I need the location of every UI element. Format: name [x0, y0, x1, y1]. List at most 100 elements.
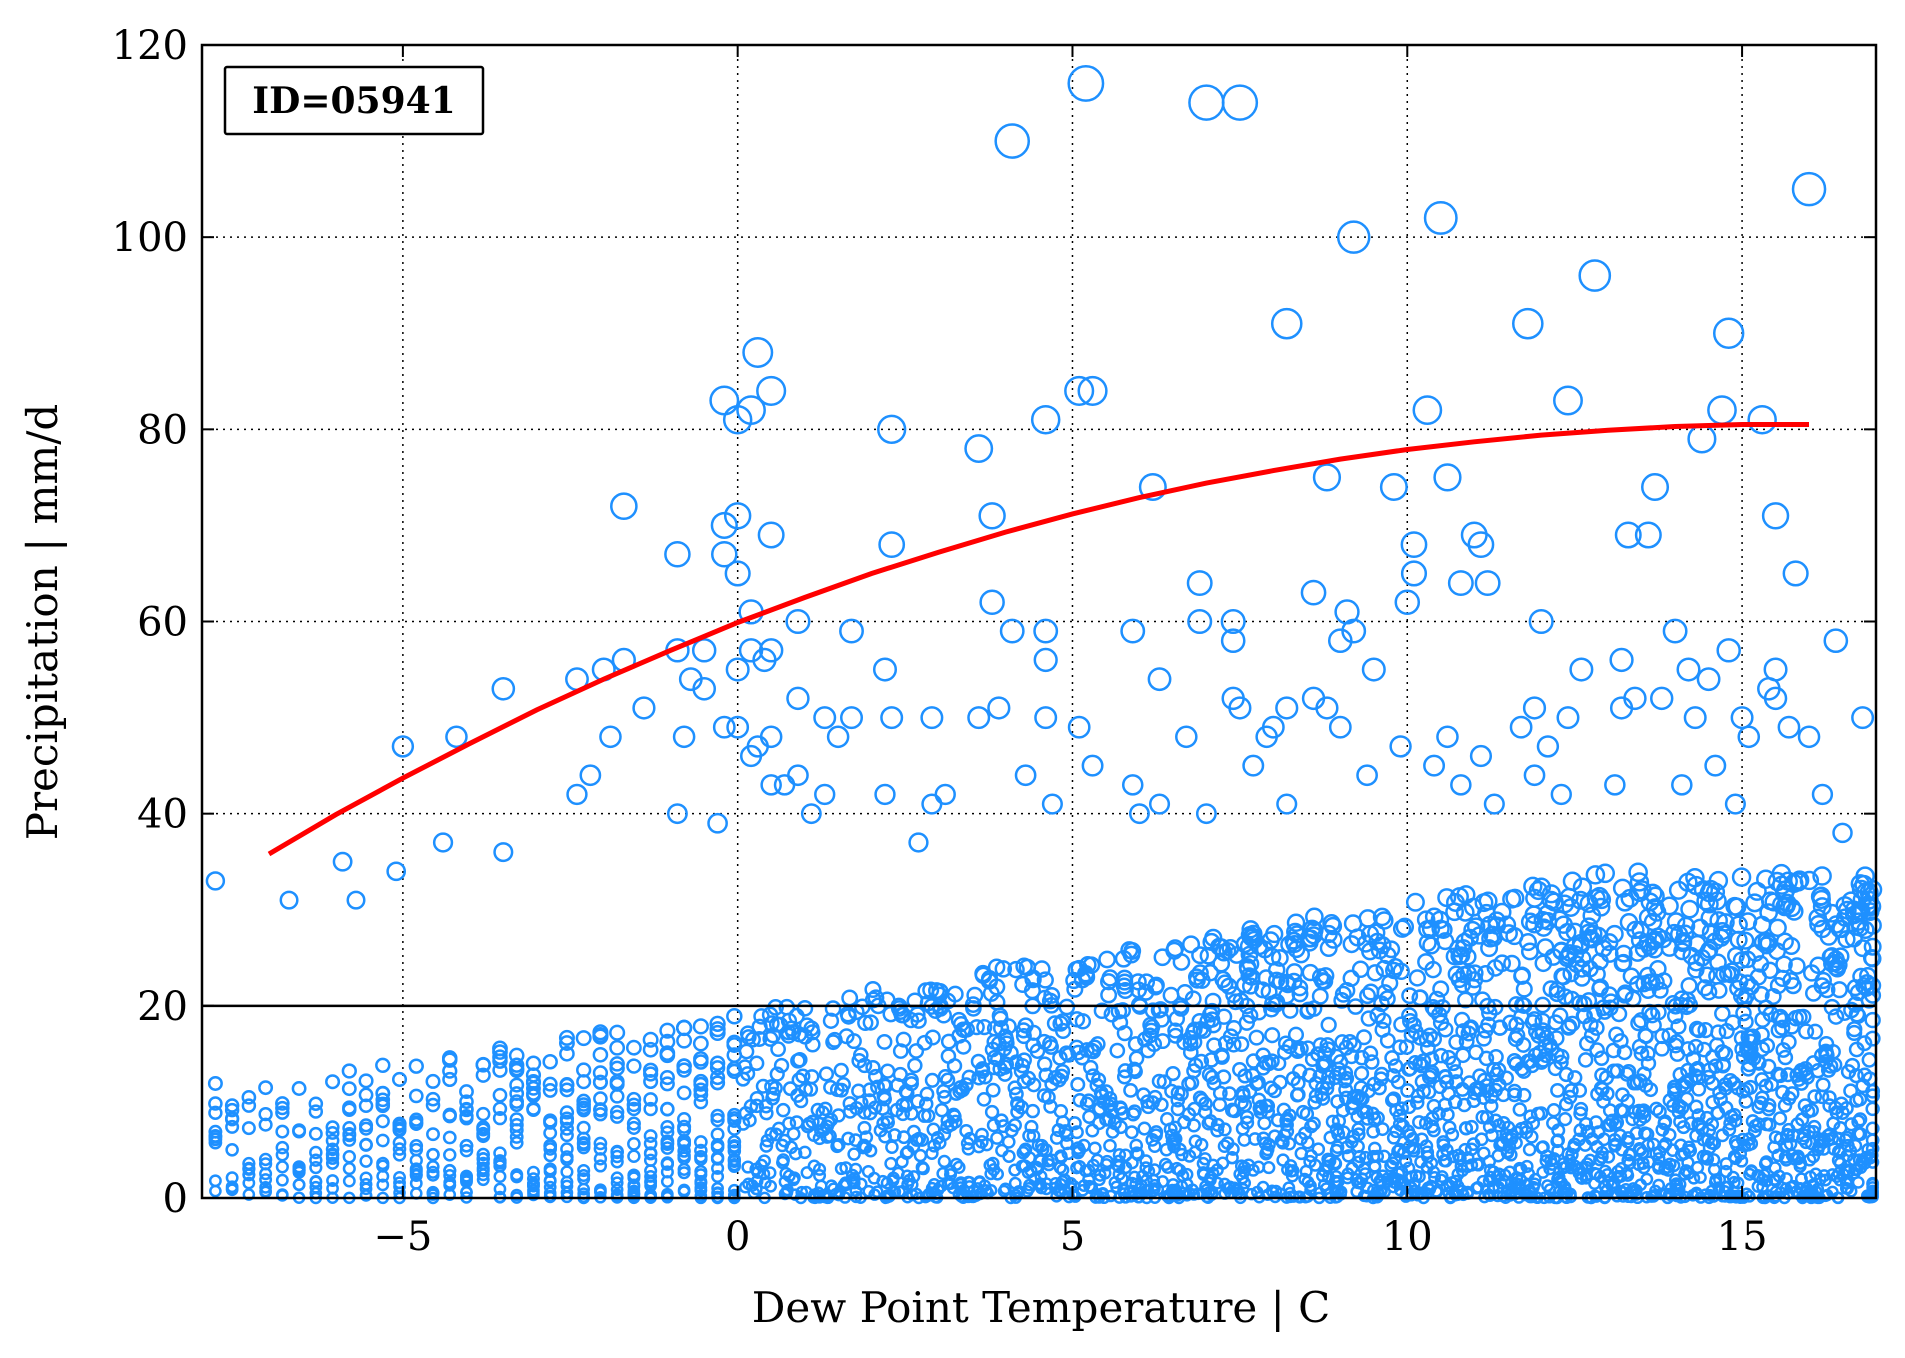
data-point	[1715, 965, 1733, 983]
data-point	[997, 1066, 1013, 1082]
data-point	[1680, 977, 1698, 995]
data-point	[712, 715, 736, 739]
data-point	[773, 774, 796, 796]
data-point	[1400, 531, 1428, 559]
data-point	[676, 1019, 693, 1037]
x-tick-label: 5	[1060, 1214, 1085, 1260]
data-point	[1478, 1050, 1495, 1067]
data-point	[1289, 1041, 1306, 1058]
data-point	[776, 1153, 790, 1167]
data-point	[1009, 1086, 1024, 1102]
data-point	[626, 1116, 641, 1131]
data-point	[936, 1167, 950, 1181]
data-point	[1680, 1062, 1696, 1079]
data-point	[609, 1105, 625, 1120]
data-point	[660, 1102, 675, 1117]
y-tick-label: 100	[112, 215, 188, 261]
data-point	[1774, 1019, 1791, 1036]
data-point	[868, 1188, 881, 1201]
data-point	[375, 1114, 390, 1129]
data-point	[659, 1047, 676, 1064]
data-point	[1126, 1061, 1143, 1077]
data-point	[1100, 986, 1118, 1004]
data-point	[576, 1074, 592, 1090]
data-point	[610, 1155, 624, 1169]
data-point	[1710, 1024, 1727, 1041]
data-point	[872, 657, 898, 682]
data-point	[342, 1150, 357, 1164]
data-point	[308, 1096, 324, 1112]
data-point	[1260, 1104, 1276, 1120]
data-point	[1238, 1014, 1255, 1031]
data-point	[1830, 981, 1848, 999]
data-point	[1476, 1090, 1491, 1105]
data-point	[1129, 1177, 1143, 1191]
data-point	[762, 1030, 779, 1047]
data-point	[1536, 938, 1555, 957]
data-point	[1361, 1181, 1374, 1195]
data-point	[1636, 1156, 1650, 1170]
data-point	[937, 1127, 952, 1142]
data-point	[1650, 686, 1674, 711]
data-point	[1538, 1029, 1555, 1046]
data-point	[259, 1181, 272, 1194]
data-point	[1522, 1053, 1539, 1069]
data-point	[940, 1072, 956, 1088]
data-point	[1173, 1142, 1187, 1157]
data-point	[1238, 1176, 1252, 1190]
data-point	[1428, 1170, 1442, 1184]
data-point	[1479, 1110, 1495, 1125]
data-point	[1469, 744, 1493, 768]
data-point	[1292, 945, 1311, 964]
data-point	[1548, 1030, 1565, 1047]
data-point	[1100, 973, 1118, 991]
fit-curve-line	[267, 422, 1809, 857]
data-point	[1599, 1086, 1615, 1101]
data-point	[1158, 1157, 1173, 1171]
data-point	[1365, 1106, 1380, 1121]
data-point	[1798, 1023, 1815, 1040]
data-point	[1691, 1070, 1707, 1086]
data-point	[275, 1100, 290, 1116]
data-point	[1286, 1164, 1300, 1178]
data-point	[593, 1102, 608, 1117]
data-point	[1338, 1082, 1354, 1098]
data-point	[1673, 942, 1692, 961]
data-point	[1731, 867, 1752, 887]
data-point	[1191, 946, 1209, 965]
data-point	[1392, 1108, 1407, 1123]
data-point	[1276, 1135, 1290, 1150]
data-point	[1424, 1156, 1439, 1170]
data-point	[1390, 1074, 1406, 1090]
data-point	[1321, 1069, 1337, 1085]
data-point	[1008, 1176, 1022, 1190]
data-point	[309, 1153, 323, 1167]
data-point	[1436, 725, 1459, 749]
data-point	[1351, 960, 1370, 979]
data-point	[825, 1034, 842, 1051]
data-point	[1813, 977, 1831, 995]
data-point	[626, 1120, 641, 1135]
data-point	[1528, 608, 1554, 635]
data-point	[1285, 1169, 1299, 1183]
data-point	[1265, 924, 1284, 944]
data-point	[710, 1112, 725, 1128]
data-point	[1401, 987, 1419, 1005]
data-point	[1573, 960, 1591, 978]
data-point	[857, 1120, 872, 1135]
data-point	[874, 783, 896, 806]
data-point	[527, 1188, 540, 1202]
data-point	[1418, 1031, 1435, 1048]
data-point	[823, 1112, 839, 1127]
data-point	[393, 1180, 406, 1193]
data-point	[835, 1077, 851, 1093]
data-point	[1641, 1138, 1655, 1153]
data-point	[308, 1104, 324, 1119]
data-point	[966, 986, 984, 1004]
data-point	[1696, 667, 1721, 692]
data-point	[1374, 1021, 1391, 1038]
data-point	[1141, 1099, 1156, 1115]
data-point	[1177, 1115, 1192, 1130]
data-point	[1331, 1127, 1346, 1142]
data-point	[409, 1167, 423, 1181]
